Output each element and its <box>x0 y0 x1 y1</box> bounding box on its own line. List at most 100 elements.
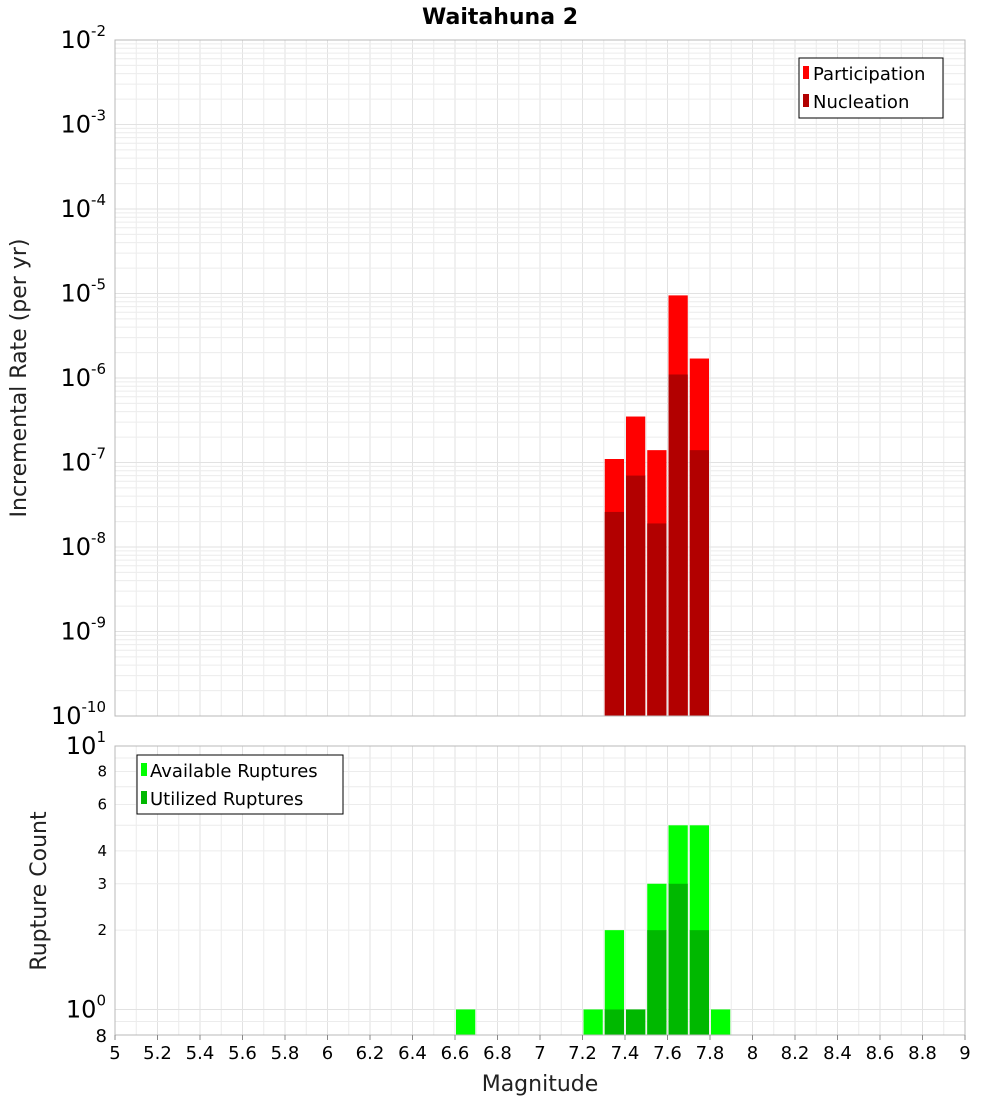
rate-y-tick-base: 10 <box>60 280 91 308</box>
legend-utilized-ruptures: Utilized Ruptures <box>150 789 303 810</box>
rate-legend: Participation Nucleation <box>798 57 944 119</box>
count-y-tick-exp: 0 <box>96 991 106 1009</box>
rate-bars <box>604 295 709 716</box>
rate-y-tick-exp: -4 <box>91 191 106 209</box>
rate-y-tick-label: 10-2 <box>60 22 106 54</box>
x-tick-label: 8.2 <box>781 1043 810 1064</box>
rate-y-tick-base: 10 <box>60 618 91 646</box>
x-tick-label: 6.4 <box>398 1043 427 1064</box>
rate-y-tick-base: 10 <box>60 533 91 561</box>
rate-y-tick-base: 10 <box>60 449 91 477</box>
rate-y-tick-label: 10-5 <box>60 276 106 308</box>
x-tick-label: 5.4 <box>186 1043 215 1064</box>
x-axis-label: Magnitude <box>482 1072 599 1097</box>
rate-y-tick-label: 10-7 <box>60 445 106 477</box>
rate-y-tick-label: 10-3 <box>60 107 106 139</box>
rate-y-tick-base: 10 <box>60 364 91 392</box>
rate-y-tick-label: 10-4 <box>60 191 106 223</box>
nucleation-swatch <box>803 94 809 107</box>
rate-y-tick-exp: -3 <box>91 107 106 125</box>
legend-nucleation: Nucleation <box>813 92 909 113</box>
x-tick-label: 6.2 <box>356 1043 385 1064</box>
rate-legend-box <box>798 57 944 119</box>
rate-y-tick-label: 10-8 <box>60 529 106 561</box>
nucleation-bar <box>647 523 667 716</box>
utilized-swatch <box>141 791 147 804</box>
count-y-tick-base: 10 <box>66 995 97 1023</box>
available-ruptures-bar <box>583 1009 603 1035</box>
count-legend-box <box>136 754 344 815</box>
count-y-minor-tick: 8 <box>97 763 107 781</box>
rate-y-tick-label: 10-10 <box>51 698 106 730</box>
x-tick-label: 8.6 <box>866 1043 895 1064</box>
x-tick-label: 7 <box>534 1043 545 1064</box>
available-ruptures-bar <box>604 930 624 1035</box>
nucleation-bar <box>604 511 624 716</box>
count-y-minor-tick: 3 <box>97 875 107 893</box>
x-tick-label: 5.8 <box>271 1043 300 1064</box>
rate-grid <box>114 40 966 717</box>
x-tick-label: 8 <box>747 1043 758 1064</box>
count-y-minor-tick: 8 <box>96 1026 107 1047</box>
x-tick-label: 6.6 <box>441 1043 470 1064</box>
count-y-tick-base: 10 <box>66 732 97 760</box>
count-y-tick-exp: 1 <box>96 728 106 746</box>
nucleation-bar <box>668 374 688 716</box>
rate-plot-frame <box>114 39 966 717</box>
rate-y-tick-label: 10-9 <box>60 614 106 646</box>
x-tick-label: 5 <box>109 1043 120 1064</box>
x-tick-label: 7.4 <box>611 1043 640 1064</box>
available-swatch <box>141 763 147 776</box>
count-y-major-tick: 100 <box>66 991 106 1023</box>
x-tick-label: 8.8 <box>908 1043 937 1064</box>
rate-y-tick-exp: -10 <box>82 698 107 716</box>
utilized-ruptures-bar <box>647 930 667 1035</box>
x-tick-label: 9 <box>959 1043 970 1064</box>
x-tick-label: 5.2 <box>143 1043 172 1064</box>
x-tick-label: 6.8 <box>483 1043 512 1064</box>
utilized-ruptures-bar <box>689 930 709 1035</box>
count-y-minor-tick: 6 <box>97 795 107 813</box>
count-y-minor-tick: 2 <box>97 921 107 939</box>
x-tick-label: 7.2 <box>568 1043 597 1064</box>
count-y-major-tick: 101 <box>66 728 106 760</box>
rate-y-tick-base: 10 <box>60 111 91 139</box>
participation-swatch <box>803 66 809 79</box>
nucleation-bar <box>626 475 646 716</box>
rate-y-tick-exp: -9 <box>91 614 106 632</box>
x-tick-label: 8.4 <box>823 1043 852 1064</box>
count-y-axis-label: Rupture Count <box>27 811 52 971</box>
count-grid <box>114 746 966 1036</box>
available-ruptures-bar <box>456 1009 476 1035</box>
rate-y-tick-exp: -7 <box>91 445 106 463</box>
rate-y-axis-label: Incremental Rate (per yr) <box>7 239 32 518</box>
x-tick-label: 6 <box>322 1043 333 1064</box>
magnitude-x-ticks: 5 5.2 5.4 5.6 5.8 6 6.2 6.4 6.6 6.8 7 7.2 7.4 7.6 7.8 8… <box>109 1035 971 1064</box>
rate-y-tick-exp: -2 <box>91 22 106 40</box>
rate-y-tick-base: 10 <box>60 26 91 54</box>
rate-y-tick-exp: -5 <box>91 276 106 294</box>
legend-available-ruptures: Available Ruptures <box>150 761 318 782</box>
rate-y-tick-label: 10-6 <box>60 360 106 392</box>
utilized-ruptures-bar <box>604 1009 624 1035</box>
nucleation-bar <box>689 450 709 716</box>
utilized-ruptures-bar <box>668 883 688 1035</box>
rate-y-tick-base: 10 <box>51 702 82 730</box>
rate-y-tick-exp: -6 <box>91 360 106 378</box>
x-tick-label: 7.8 <box>696 1043 725 1064</box>
count-bars <box>456 825 731 1035</box>
legend-participation: Participation <box>813 64 925 85</box>
rate-y-tick-exp: -8 <box>91 529 106 547</box>
chart-title: Waitahuna 2 <box>422 5 578 30</box>
available-ruptures-bar <box>711 1009 731 1035</box>
utilized-ruptures-bar <box>626 1009 646 1035</box>
rate-y-tick-base: 10 <box>60 195 91 223</box>
count-legend: Available Ruptures Utilized Ruptures <box>136 754 344 815</box>
x-tick-label: 7.6 <box>653 1043 682 1064</box>
count-y-minor-tick: 4 <box>97 842 107 860</box>
